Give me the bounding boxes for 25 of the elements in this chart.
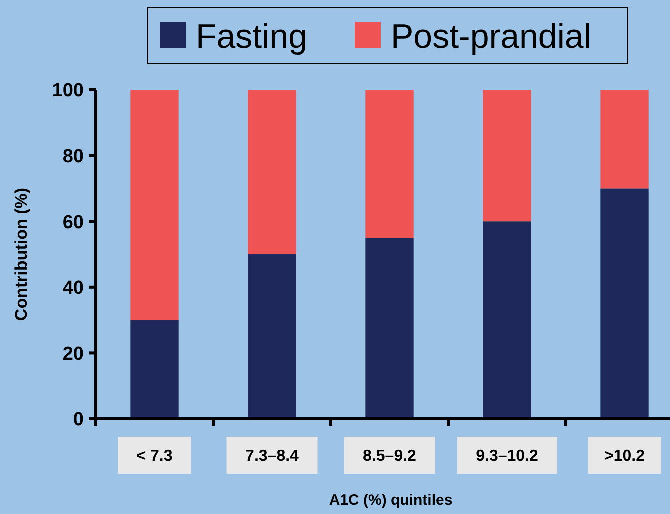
y-axis-title: Contribution (%) bbox=[12, 188, 31, 322]
legend-label: Post-prandial bbox=[391, 18, 592, 56]
y-tick-label: 60 bbox=[62, 212, 84, 234]
legend-label: Fasting bbox=[196, 18, 308, 56]
bar bbox=[600, 90, 649, 189]
bar bbox=[600, 188, 649, 419]
x-tick-label: 7.3–8.4 bbox=[246, 448, 300, 466]
y-tick-label: 20 bbox=[62, 344, 84, 365]
bar bbox=[130, 90, 179, 320]
bar bbox=[130, 320, 179, 419]
y-tick-label: 80 bbox=[62, 146, 84, 168]
x-tick-label: < 7.3 bbox=[136, 448, 173, 466]
x-tick-label: 8.5–9.2 bbox=[363, 448, 417, 466]
bar bbox=[483, 90, 532, 222]
bar bbox=[366, 90, 414, 238]
y-tick-label: 40 bbox=[62, 278, 84, 300]
y-tick-label: 0 bbox=[73, 410, 84, 431]
x-tick-label: >10.2 bbox=[604, 448, 646, 466]
bar bbox=[248, 254, 296, 419]
bar bbox=[483, 222, 532, 419]
bar bbox=[366, 238, 414, 419]
x-tick-label: 9.3–10.2 bbox=[476, 448, 538, 466]
bar bbox=[248, 90, 296, 254]
y-tick-label: 100 bbox=[52, 80, 84, 102]
x-axis-title: A1C (%) quintiles bbox=[329, 492, 453, 509]
